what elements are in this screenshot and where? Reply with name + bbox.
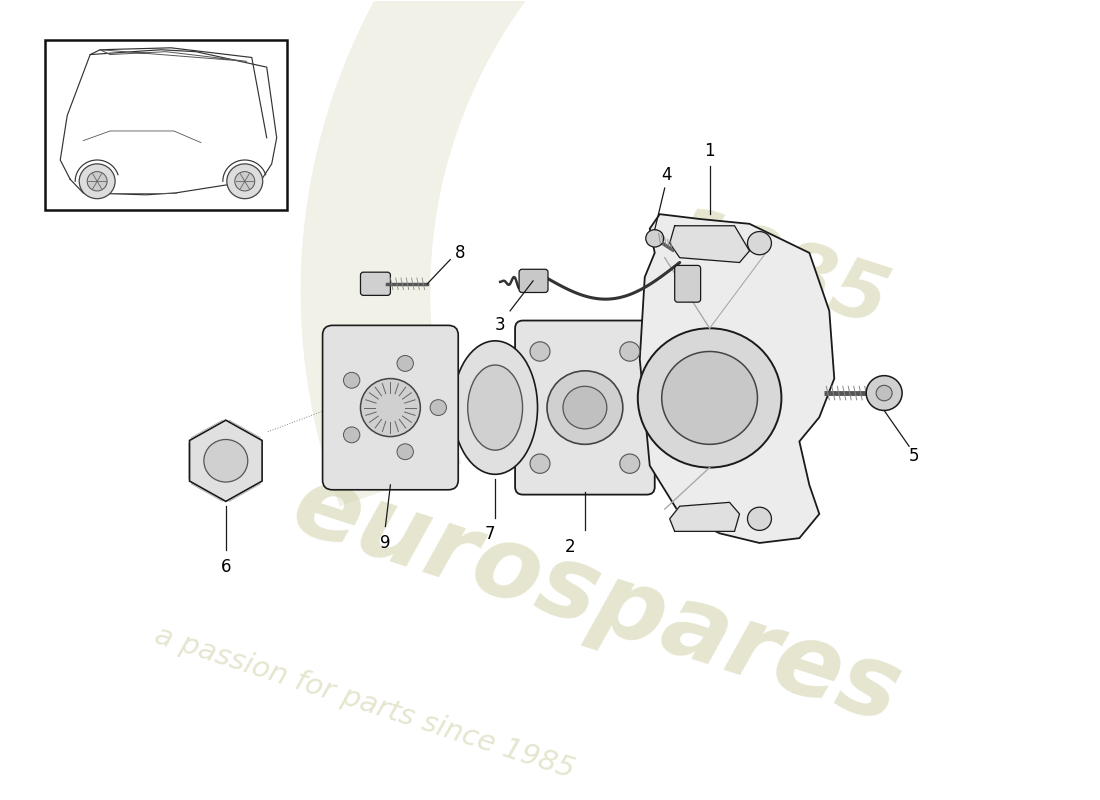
Circle shape (748, 507, 771, 530)
Circle shape (397, 444, 414, 460)
Circle shape (530, 454, 550, 474)
Text: 6: 6 (221, 558, 231, 576)
Text: eurospares: eurospares (280, 457, 912, 745)
Text: 9: 9 (381, 534, 390, 552)
Circle shape (397, 355, 414, 371)
Circle shape (619, 342, 640, 361)
Circle shape (227, 164, 263, 198)
Circle shape (87, 172, 107, 191)
Text: 1985: 1985 (661, 201, 898, 344)
Circle shape (547, 371, 623, 444)
Ellipse shape (468, 365, 522, 450)
Circle shape (563, 386, 607, 429)
FancyBboxPatch shape (361, 272, 390, 295)
Circle shape (638, 328, 781, 467)
Text: 2: 2 (564, 538, 575, 556)
Polygon shape (670, 226, 749, 262)
Circle shape (619, 454, 640, 474)
Text: 8: 8 (455, 244, 465, 262)
Text: 5: 5 (909, 447, 920, 465)
Polygon shape (640, 214, 834, 543)
Polygon shape (670, 502, 739, 531)
Circle shape (748, 231, 771, 254)
Bar (45, 40, 287, 210)
Circle shape (361, 378, 420, 437)
Circle shape (79, 164, 116, 198)
Circle shape (343, 372, 360, 388)
Circle shape (866, 376, 902, 410)
Polygon shape (189, 420, 262, 502)
Text: 1: 1 (704, 142, 715, 160)
Circle shape (877, 386, 892, 401)
FancyBboxPatch shape (515, 321, 654, 494)
Text: a passion for parts since 1985: a passion for parts since 1985 (151, 622, 578, 784)
Circle shape (204, 439, 248, 482)
Circle shape (343, 427, 360, 442)
Text: 4: 4 (661, 166, 672, 185)
Polygon shape (300, 0, 859, 506)
Circle shape (234, 172, 255, 191)
Circle shape (530, 342, 550, 361)
Text: 7: 7 (485, 526, 495, 543)
Circle shape (430, 400, 447, 415)
Text: 3: 3 (495, 316, 505, 334)
Ellipse shape (453, 341, 538, 474)
FancyBboxPatch shape (674, 266, 701, 302)
Circle shape (646, 230, 663, 247)
FancyBboxPatch shape (322, 326, 459, 490)
Circle shape (662, 351, 758, 444)
FancyBboxPatch shape (519, 270, 548, 293)
